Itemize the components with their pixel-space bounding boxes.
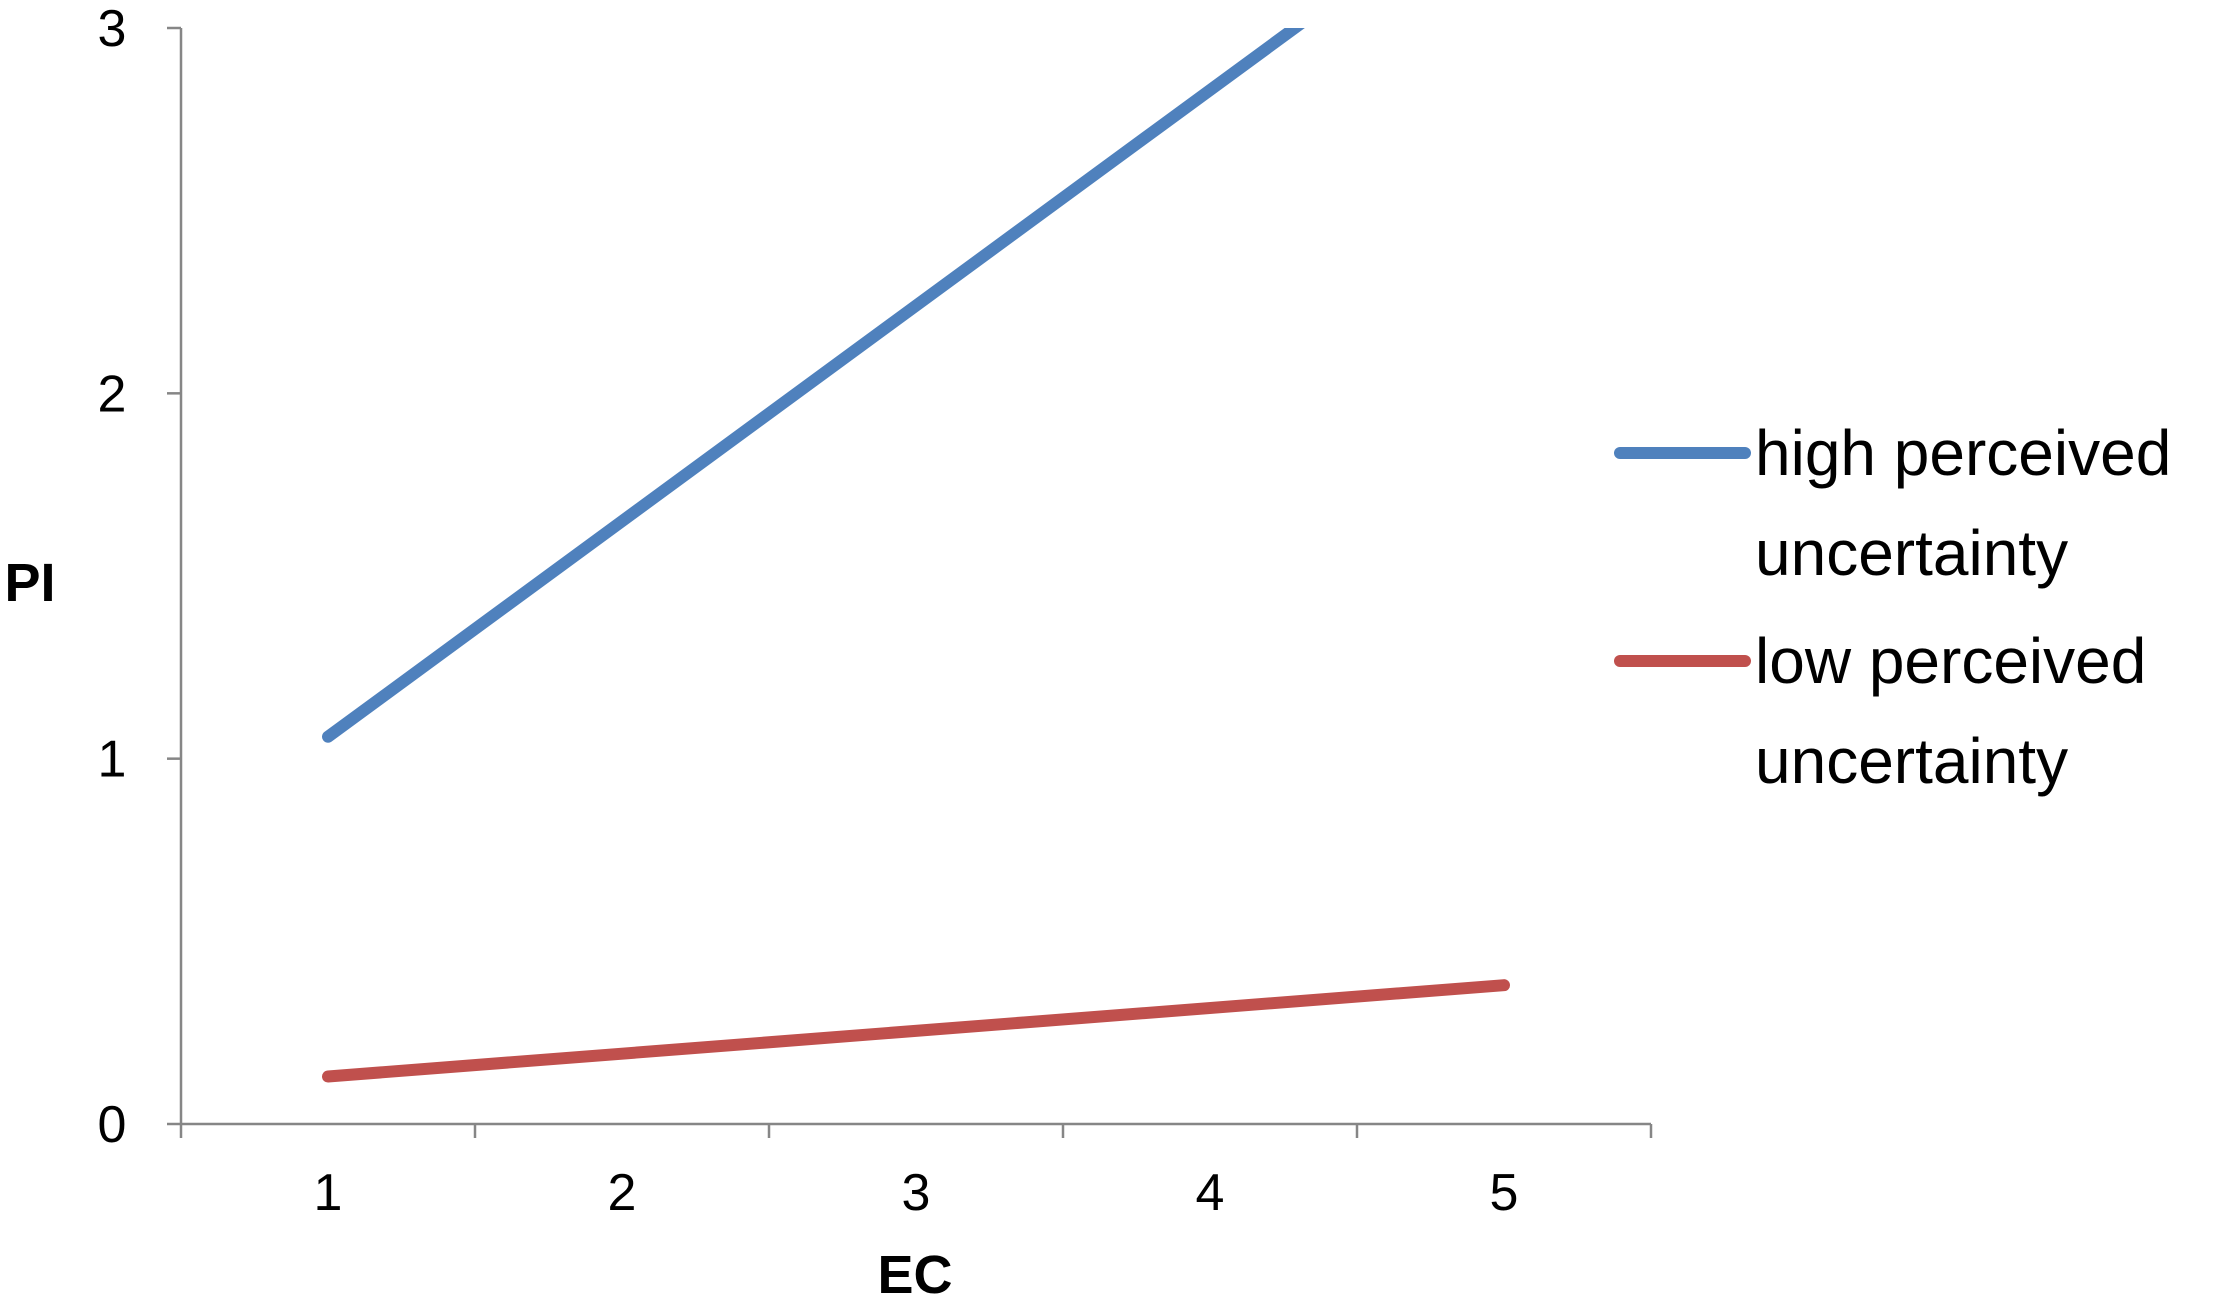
y-tick-label: 3 [98, 0, 127, 58]
y-tick-group: 0 1 2 3 [98, 0, 181, 1154]
legend-label: low perceived [1755, 625, 2146, 697]
legend-label: high perceived [1755, 417, 2171, 489]
series-line-high-perceived-uncertainty [322, 28, 1305, 743]
x-tick-label: 2 [608, 1164, 637, 1222]
y-axis-title: PI [4, 553, 55, 613]
chart-axes [179, 28, 1651, 1126]
x-tick-label: 5 [1490, 1164, 1519, 1222]
x-tick-label: 4 [1196, 1164, 1225, 1222]
series-line-low-perceived-uncertainty [322, 979, 1510, 1083]
x-tick-label: 1 [314, 1164, 343, 1222]
y-tick-label: 2 [98, 365, 127, 423]
legend-label: uncertainty [1755, 517, 2068, 589]
x-tick-label: 3 [902, 1164, 931, 1222]
x-axis-title: EC [877, 1245, 952, 1301]
y-tick-label: 1 [98, 731, 127, 789]
y-tick-label: 0 [98, 1096, 127, 1154]
series-group [322, 28, 1510, 1083]
legend-label: uncertainty [1755, 725, 2068, 797]
x-tick-group: 1 2 3 4 5 [179, 1124, 1653, 1222]
chart-legend: high perceived uncertainty low perceived un… [1614, 417, 2171, 797]
